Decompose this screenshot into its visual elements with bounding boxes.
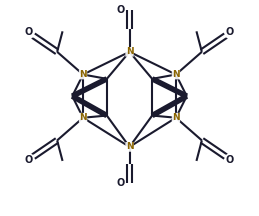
Text: N: N xyxy=(126,142,133,151)
Text: N: N xyxy=(126,47,133,56)
Text: N: N xyxy=(79,113,87,122)
Text: O: O xyxy=(25,155,33,165)
Text: N: N xyxy=(79,70,87,79)
Text: N: N xyxy=(172,113,180,122)
Text: N: N xyxy=(172,70,180,79)
Text: O: O xyxy=(25,27,33,37)
Text: O: O xyxy=(117,178,125,187)
Text: O: O xyxy=(117,5,125,15)
Text: O: O xyxy=(226,155,234,165)
Text: O: O xyxy=(226,27,234,37)
